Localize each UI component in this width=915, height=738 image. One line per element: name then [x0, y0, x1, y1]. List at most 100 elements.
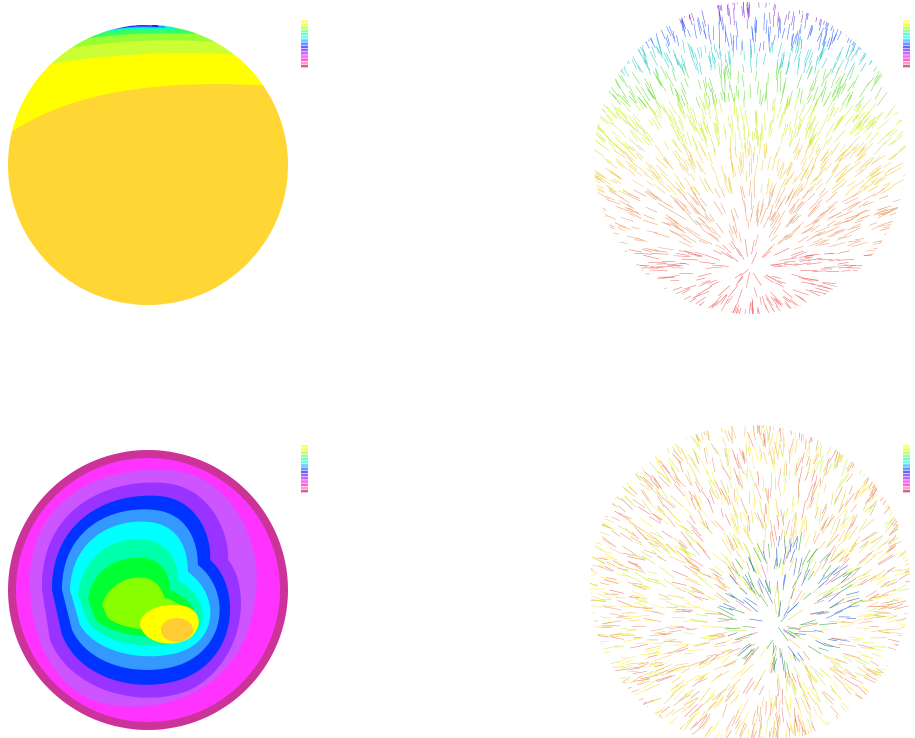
vector [629, 130, 639, 143]
legend-swatch [903, 480, 910, 483]
vector [811, 470, 815, 481]
vector [780, 614, 788, 623]
vector [670, 685, 680, 692]
vector [787, 609, 804, 621]
vector [696, 674, 708, 681]
vector [667, 595, 685, 599]
vector [676, 101, 685, 115]
vector [850, 535, 861, 549]
vector [800, 169, 807, 181]
vector [865, 103, 877, 118]
vector [706, 597, 717, 601]
vector [836, 508, 848, 520]
vector [632, 671, 647, 675]
vector [806, 86, 814, 100]
vector [618, 512, 632, 520]
vector [637, 96, 647, 107]
vector [661, 705, 670, 714]
vector [831, 61, 836, 74]
vector [759, 89, 761, 105]
vector [865, 673, 877, 681]
vector [730, 307, 737, 314]
vector [650, 478, 659, 489]
vector [636, 585, 649, 588]
vector [627, 612, 639, 615]
vector [839, 445, 848, 463]
vector [655, 109, 662, 119]
vector [792, 652, 797, 662]
vector [728, 230, 735, 243]
vector [747, 583, 756, 593]
vector [724, 691, 735, 702]
vector [822, 587, 835, 597]
vector [804, 49, 812, 67]
legend-swatch [903, 20, 910, 23]
vector [871, 488, 877, 499]
vector [813, 91, 823, 108]
vector [754, 16, 756, 31]
vector [733, 467, 740, 486]
vector [888, 218, 905, 223]
vector [661, 496, 675, 509]
vector [732, 225, 738, 239]
vector [879, 581, 895, 588]
vector [854, 169, 864, 178]
vector [833, 496, 837, 507]
vector [657, 247, 674, 251]
vector [743, 599, 759, 613]
legend-swatch [903, 55, 910, 58]
vector [714, 93, 718, 104]
vector [668, 441, 679, 455]
vector [895, 514, 905, 523]
vector [679, 539, 688, 549]
vector [695, 62, 700, 74]
vector [829, 242, 846, 248]
vector [845, 43, 851, 59]
vector [854, 490, 860, 500]
vector [823, 656, 841, 665]
vector [590, 599, 606, 602]
vector [607, 666, 625, 669]
vector [642, 133, 650, 142]
vector [856, 666, 870, 676]
vector [851, 618, 863, 623]
vector [831, 88, 836, 97]
vector [798, 720, 801, 733]
vector [791, 11, 795, 26]
vector [738, 554, 745, 563]
vector [655, 101, 662, 116]
vector [847, 225, 861, 231]
vector [751, 26, 754, 41]
vector [817, 190, 828, 202]
vector [681, 20, 684, 31]
vector [738, 126, 741, 141]
vector [796, 201, 803, 208]
vector [830, 225, 840, 231]
vector [627, 212, 635, 217]
vector [766, 712, 771, 724]
vector [647, 713, 661, 727]
vector [858, 143, 868, 153]
vector [705, 470, 715, 487]
vector [614, 510, 631, 521]
vector [631, 614, 650, 618]
vector [799, 4, 801, 15]
vector [774, 298, 783, 307]
vector [628, 115, 639, 131]
vector [687, 577, 698, 583]
vector [765, 503, 767, 515]
vector [667, 630, 682, 633]
vector [809, 239, 827, 247]
vector [794, 124, 802, 138]
vector [601, 661, 620, 667]
vector [736, 457, 745, 475]
legend-swatch [301, 483, 308, 486]
vector [818, 628, 830, 631]
vector [810, 482, 816, 502]
vector [735, 495, 739, 508]
vector [853, 487, 865, 503]
vector [609, 547, 623, 555]
vector [765, 2, 768, 8]
vector [808, 686, 820, 702]
vector [784, 729, 787, 738]
